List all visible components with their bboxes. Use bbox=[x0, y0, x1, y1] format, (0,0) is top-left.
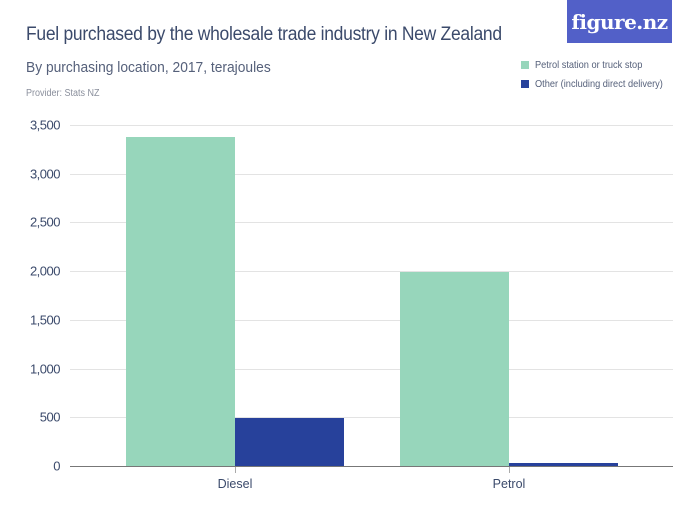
x-tick bbox=[509, 467, 510, 473]
legend-item-petrol-station: Petrol station or truck stop bbox=[521, 55, 680, 74]
legend-label: Other (including direct delivery) bbox=[535, 77, 663, 90]
y-tick-label: 1,500 bbox=[29, 312, 61, 328]
gridline bbox=[70, 271, 673, 272]
gridline bbox=[70, 320, 673, 321]
legend: Petrol station or truck stop Other (incl… bbox=[521, 55, 680, 93]
x-tick bbox=[235, 467, 236, 473]
y-tick-label: 3,000 bbox=[29, 166, 61, 182]
legend-label: Petrol station or truck stop bbox=[535, 58, 643, 71]
gridline bbox=[70, 369, 673, 370]
gridline bbox=[70, 417, 673, 418]
x-category-label: Diesel bbox=[217, 477, 253, 491]
y-tick-label: 1,000 bbox=[29, 361, 61, 377]
y-tick-label: 3,500 bbox=[29, 117, 61, 133]
x-axis-line bbox=[70, 466, 673, 467]
legend-item-other: Other (including direct delivery) bbox=[521, 74, 680, 93]
figure-nz-logo[interactable]: figure.nz bbox=[567, 0, 672, 43]
chart-subtitle: By purchasing location, 2017, terajoules bbox=[26, 59, 271, 76]
legend-swatch-icon bbox=[521, 60, 529, 69]
x-category-label: Petrol bbox=[492, 477, 526, 491]
gridline bbox=[70, 222, 673, 223]
bar-diesel-other[interactable] bbox=[235, 418, 344, 466]
bar-diesel-petrol-station[interactable] bbox=[126, 136, 235, 466]
y-tick-label: 2,000 bbox=[29, 263, 61, 279]
y-tick-label: 2,500 bbox=[29, 214, 61, 230]
legend-swatch-icon bbox=[521, 79, 529, 88]
y-tick-label: 0 bbox=[53, 458, 60, 474]
bar-petrol-petrol-station[interactable] bbox=[400, 272, 509, 466]
bar-petrol-other[interactable] bbox=[509, 463, 618, 466]
gridline bbox=[70, 125, 673, 126]
provider-label: Provider: Stats NZ bbox=[26, 88, 100, 99]
gridline bbox=[70, 174, 673, 175]
chart-title: Fuel purchased by the wholesale trade in… bbox=[26, 24, 502, 45]
y-tick-label: 500 bbox=[39, 409, 61, 425]
